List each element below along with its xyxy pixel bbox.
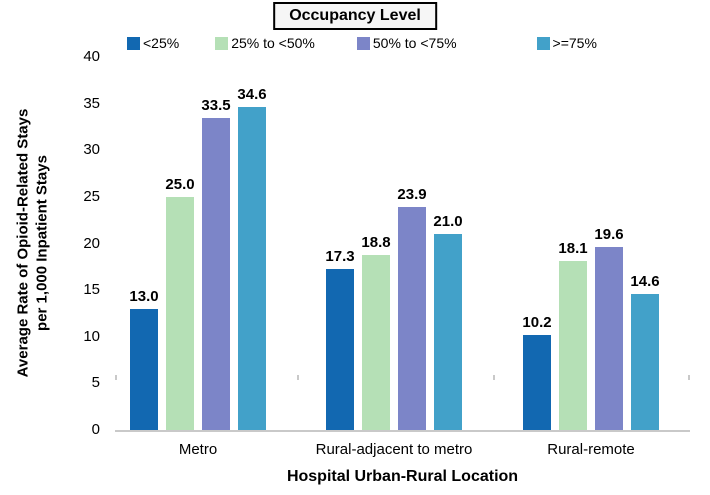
legend-swatch-icon <box>215 36 229 50</box>
bar-value-label: 34.6 <box>237 86 267 104</box>
bar-value-label: 18.1 <box>558 240 588 258</box>
bar: 34.6 <box>237 86 267 430</box>
y-axis-title: Average Rate of Opioid-Related Stays per… <box>14 108 50 378</box>
x-axis-tick <box>493 375 495 380</box>
legend-label: 50% to <75% <box>372 35 457 51</box>
legend-item: <25% <box>127 35 179 51</box>
legend-swatch-icon <box>356 36 370 50</box>
x-axis-title: Hospital Urban-Rural Location <box>286 468 519 485</box>
y-tick-label: 35 <box>83 94 100 112</box>
x-category-label: Rural-remote <box>547 441 635 458</box>
legend-label: <25% <box>143 35 180 51</box>
y-tick-label: 10 <box>83 327 100 345</box>
bar: 21.0 <box>433 213 463 430</box>
y-tick-label: 40 <box>83 48 100 65</box>
legend-swatch-icon <box>127 36 140 50</box>
bar-value-label: 14.6 <box>630 272 660 290</box>
bar-value-label: 19.6 <box>594 226 624 244</box>
bar: 14.6 <box>630 273 660 430</box>
bar: 25.0 <box>165 176 195 430</box>
bar: 18.8 <box>361 234 391 430</box>
x-category-label: Rural-adjacent to metro <box>315 441 473 458</box>
y-tick-label: 0 <box>91 421 100 438</box>
legend-label: 25% to <50% <box>231 35 315 51</box>
bar-value-label: 13.0 <box>129 287 159 305</box>
y-tick-label: 20 <box>83 234 100 252</box>
bar-group: 13.0 25.0 33.5 34.6 <box>129 86 267 430</box>
bar-value-label: 33.5 <box>201 96 231 114</box>
legend-label: >=75% <box>552 35 597 51</box>
bar-group: 10.2 18.1 19.6 14.6 <box>522 226 660 430</box>
bar-group: 17.3 18.8 23.9 21.0 <box>325 186 463 430</box>
bar-value-label: 21.0 <box>433 213 463 231</box>
bar-value-label: 10.2 <box>522 313 552 331</box>
y-tick-label: 15 <box>83 281 100 299</box>
y-tick-label: 5 <box>91 374 100 392</box>
y-tick-label: 25 <box>83 187 100 205</box>
y-axis-tick-labels: 0 5 10 15 20 25 30 35 40 <box>55 0 100 495</box>
legend-title: Occupancy Level <box>273 2 437 30</box>
bar: 10.2 <box>522 314 552 430</box>
x-axis-tick <box>297 375 299 380</box>
bar: 18.1 <box>558 240 588 430</box>
bar: 13.0 <box>129 288 159 430</box>
bar: 23.9 <box>397 186 427 430</box>
y-tick-label: 30 <box>83 141 100 159</box>
legend-item: 50% to <75% <box>356 35 457 51</box>
plot-area: 13.0 25.0 33.5 34.6 17.3 18.8 23.9 21.0 10.2 18.1… <box>115 57 690 432</box>
x-category-label: Metro <box>178 441 218 458</box>
bar: 17.3 <box>325 248 355 430</box>
bar: 33.5 <box>201 97 231 430</box>
legend: <25% 25% to <50% 50% to <75% >=75% <box>127 35 597 51</box>
x-axis-tick <box>115 375 117 380</box>
bar-value-label: 25.0 <box>165 175 195 193</box>
bar-value-label: 17.3 <box>325 247 355 265</box>
legend-item: 25% to <50% <box>215 35 315 51</box>
bar-value-label: 18.8 <box>361 233 391 251</box>
bar-value-label: 23.9 <box>397 186 427 204</box>
bar: 19.6 <box>594 226 624 430</box>
legend-swatch-icon <box>536 36 550 50</box>
legend-item: >=75% <box>536 35 597 51</box>
x-axis-tick <box>688 375 690 380</box>
